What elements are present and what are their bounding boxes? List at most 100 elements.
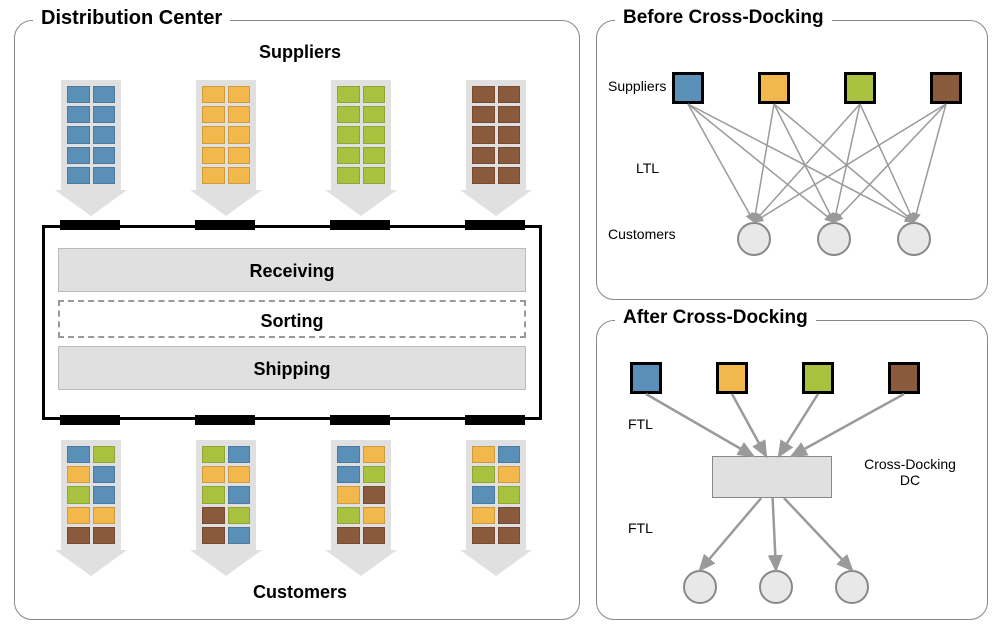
cargo-box (498, 507, 521, 524)
cargo-box (93, 486, 116, 503)
dc-dock (465, 415, 525, 425)
before-supplier-square (930, 72, 962, 104)
truck-arrow (460, 190, 532, 216)
cargo-box (202, 167, 225, 184)
after-supplier-square (802, 362, 834, 394)
after-dc-label: Cross-Docking DC (840, 456, 980, 488)
after-supplier-square (630, 362, 662, 394)
cargo-box (67, 486, 90, 503)
cargo-box (472, 527, 495, 544)
cargo-box (228, 486, 251, 503)
truck (190, 440, 262, 576)
cargo-box (67, 86, 90, 103)
cargo-box (472, 466, 495, 483)
cargo-box (337, 86, 360, 103)
cargo-box (337, 507, 360, 524)
cargo-box (363, 167, 386, 184)
dc-dock (195, 415, 255, 425)
truck (460, 440, 532, 576)
cargo-box (228, 147, 251, 164)
cargo-box (67, 147, 90, 164)
truck-arrow (325, 550, 397, 576)
truck (55, 80, 127, 216)
truck-arrow (190, 550, 262, 576)
cargo-box (93, 527, 116, 544)
truck-arrow (325, 190, 397, 216)
cargo-box (498, 106, 521, 123)
cargo-box (472, 106, 495, 123)
cargo-box (67, 106, 90, 123)
cargo-box (363, 147, 386, 164)
dc-dock (60, 220, 120, 230)
panel-title-after: After Cross-Docking (615, 307, 816, 329)
cargo-box (363, 486, 386, 503)
dc-dock (195, 220, 255, 230)
cargo-box (93, 167, 116, 184)
cargo-box (67, 126, 90, 143)
cargo-box (202, 527, 225, 544)
cargo-box (498, 147, 521, 164)
cargo-box (363, 446, 386, 463)
before-customer-circle (737, 222, 771, 256)
cargo-box (202, 466, 225, 483)
dc-dock (465, 220, 525, 230)
cargo-box (228, 527, 251, 544)
after-ftl-top: FTL (628, 416, 653, 432)
cargo-box (363, 466, 386, 483)
before-suppliers-label: Suppliers (608, 78, 666, 94)
customers-label-left: Customers (200, 582, 400, 603)
cargo-box (472, 147, 495, 164)
cargo-box (93, 106, 116, 123)
dc-dock (330, 220, 390, 230)
before-customer-circle (897, 222, 931, 256)
before-customer-circle (817, 222, 851, 256)
cargo-box (228, 126, 251, 143)
cargo-box (363, 527, 386, 544)
cargo-box (498, 446, 521, 463)
truck (190, 80, 262, 216)
cargo-box (202, 446, 225, 463)
cargo-box (472, 486, 495, 503)
after-supplier-square (716, 362, 748, 394)
cargo-box (67, 446, 90, 463)
cargo-box (67, 507, 90, 524)
panel-title-distribution-center: Distribution Center (33, 7, 230, 30)
cargo-box (93, 126, 116, 143)
diagram-canvas: Distribution Center Suppliers ReceivingS… (0, 0, 1000, 634)
dc-dock (330, 415, 390, 425)
cargo-box (472, 507, 495, 524)
dc-dock (60, 415, 120, 425)
cargo-box (498, 167, 521, 184)
after-customer-circle (835, 570, 869, 604)
after-customer-circle (759, 570, 793, 604)
cargo-box (363, 86, 386, 103)
cargo-box (337, 486, 360, 503)
cargo-box (202, 486, 225, 503)
cargo-box (498, 86, 521, 103)
cargo-box (498, 466, 521, 483)
cargo-box (337, 466, 360, 483)
before-supplier-square (844, 72, 876, 104)
cargo-box (202, 147, 225, 164)
cargo-box (228, 86, 251, 103)
cargo-box (337, 147, 360, 164)
truck (55, 440, 127, 576)
truck (325, 440, 397, 576)
cargo-box (67, 466, 90, 483)
panel-title-before: Before Cross-Docking (615, 7, 832, 29)
after-customer-circle (683, 570, 717, 604)
truck (460, 80, 532, 216)
cargo-box (337, 167, 360, 184)
cargo-box (93, 466, 116, 483)
suppliers-label-left: Suppliers (200, 42, 400, 63)
cargo-box (67, 167, 90, 184)
before-ltl-label: LTL (636, 160, 659, 176)
cargo-box (498, 486, 521, 503)
after-dc-rect (712, 456, 832, 498)
cargo-box (363, 507, 386, 524)
cargo-box (472, 167, 495, 184)
truck (325, 80, 397, 216)
cargo-box (228, 106, 251, 123)
cargo-box (228, 507, 251, 524)
cargo-box (202, 86, 225, 103)
